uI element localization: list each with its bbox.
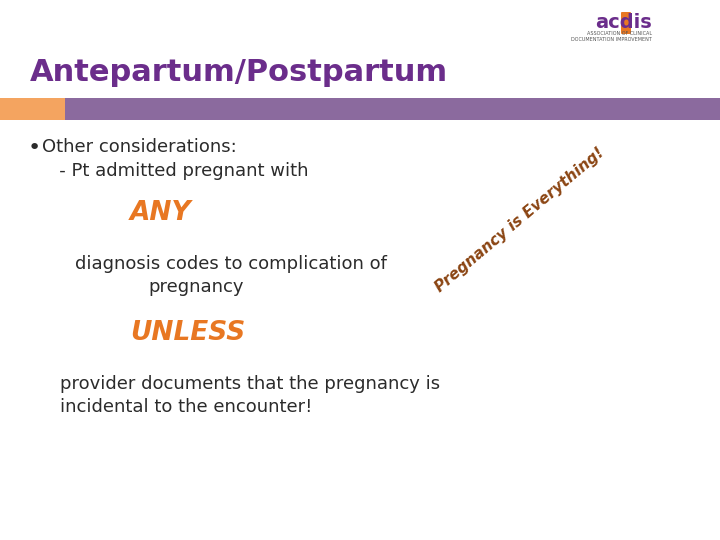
Text: incidental to the encounter!: incidental to the encounter! xyxy=(60,398,312,416)
Text: diagnosis codes to complication of: diagnosis codes to complication of xyxy=(75,255,387,273)
Text: Pregnancy is Everything!: Pregnancy is Everything! xyxy=(433,145,608,295)
Text: UNLESS: UNLESS xyxy=(130,320,246,346)
Bar xyxy=(0,98,65,120)
Text: Antepartum/Postpartum: Antepartum/Postpartum xyxy=(30,58,448,87)
Text: acdis: acdis xyxy=(595,13,652,32)
Bar xyxy=(65,98,720,120)
Text: provider documents that the pregnancy is: provider documents that the pregnancy is xyxy=(60,375,440,393)
Text: Other considerations:: Other considerations: xyxy=(42,138,237,156)
Text: ASSOCIATION OF CLINICAL
DOCUMENTATION IMPROVEMENT: ASSOCIATION OF CLINICAL DOCUMENTATION IM… xyxy=(571,31,652,42)
Text: pregnancy: pregnancy xyxy=(148,278,243,296)
Text: •: • xyxy=(28,138,41,158)
FancyBboxPatch shape xyxy=(621,12,631,34)
Text: - Pt admitted pregnant with: - Pt admitted pregnant with xyxy=(42,162,308,180)
Text: ANY: ANY xyxy=(130,200,192,226)
